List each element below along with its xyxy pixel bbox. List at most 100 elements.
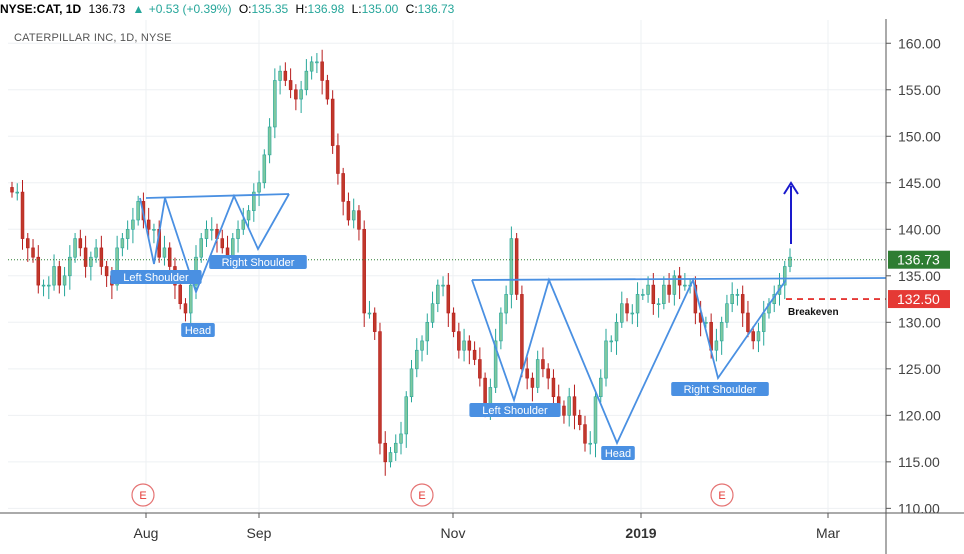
candle-body [131, 219, 135, 230]
candle-body [336, 145, 340, 174]
target-arrow-head [783, 181, 799, 195]
candle-body [357, 210, 361, 230]
candle-body [635, 294, 640, 314]
candle-body [210, 228, 214, 231]
candle-body [341, 173, 345, 202]
candle-body [740, 294, 745, 314]
candle-body [125, 228, 130, 239]
candle-body [446, 284, 451, 314]
candle-body [188, 284, 193, 314]
candle-body [383, 442, 387, 463]
candle-body [735, 294, 740, 296]
candle-body [367, 312, 372, 315]
earnings-marker-label: E [718, 490, 725, 502]
x-tick-label: Mar [816, 525, 840, 541]
candle-body [725, 303, 729, 323]
candle-body [667, 284, 671, 295]
y-tick-label: 140.00 [898, 221, 941, 237]
candle-body [178, 284, 182, 305]
candle-body [36, 256, 41, 286]
earnings-marker-label: E [418, 490, 425, 502]
candle-body [625, 303, 629, 314]
candle-body [26, 238, 30, 249]
candle-body [577, 415, 582, 425]
y-tick-label: 145.00 [898, 175, 941, 191]
candle-body [562, 405, 566, 416]
candle-body [756, 331, 761, 342]
chart-header: NYSE:CAT, 1D 136.73 ▲ +0.53 (+0.39%) O:1… [0, 0, 964, 18]
pattern-line-right [471, 277, 787, 446]
candle-body [83, 247, 88, 267]
candle-body [420, 340, 424, 351]
candle-body [52, 266, 56, 286]
head-label-1-bg [181, 323, 215, 337]
candle-body [430, 303, 435, 323]
y-tick-label: 110.00 [898, 500, 940, 516]
candle-body [330, 98, 335, 146]
candle-body [604, 340, 608, 379]
y-tick-label: 115.00 [898, 454, 940, 470]
candle-body [746, 312, 750, 332]
candle-body [320, 61, 324, 81]
candle-body [467, 340, 472, 351]
candle-body [441, 284, 445, 287]
candle-body [683, 284, 687, 287]
candle-body [656, 303, 661, 306]
left-shoulder-label-1: Left Shoulder [123, 272, 189, 284]
candle-body [120, 238, 125, 249]
candle-body [372, 312, 377, 332]
candle-body [283, 70, 288, 81]
left-shoulder-label-2-bg [469, 403, 561, 417]
candle-body [630, 312, 635, 315]
candle-body [204, 228, 209, 239]
close-value: 136.73 [417, 2, 455, 16]
y-tick-label: 130.00 [898, 314, 941, 330]
right-shoulder-label-1: Right Shoulder [222, 257, 295, 269]
candle-body [493, 340, 498, 388]
candle-body [199, 238, 203, 258]
last-price-axis-label-bg [888, 250, 950, 269]
candle-body [220, 238, 225, 249]
candle-body [304, 70, 309, 91]
candle-body [593, 396, 598, 444]
candle-body [146, 219, 151, 230]
left-shoulder-label-2: Left Shoulder [482, 405, 548, 417]
neckline-left [145, 193, 290, 199]
candle-body [246, 210, 251, 221]
candle-body [530, 377, 535, 388]
last-price-axis-label: 136.73 [897, 252, 940, 268]
earnings-marker [410, 483, 434, 507]
candle-body [152, 228, 156, 231]
candle-body [393, 442, 398, 453]
x-tick-label: Aug [134, 525, 159, 541]
y-tick-label: 150.00 [898, 128, 941, 144]
candle-body [572, 396, 577, 416]
candle-body [41, 284, 46, 287]
candle-body [257, 182, 261, 193]
candle-body [78, 238, 83, 249]
candle-body [115, 247, 119, 286]
candle-body [62, 275, 67, 286]
candle-body [462, 340, 466, 351]
candle-body [541, 359, 545, 370]
candle-body [89, 256, 93, 267]
change-value: +0.53 (+0.39%) [148, 2, 232, 16]
left-shoulder-label-1-bg [110, 270, 202, 284]
earnings-marker [131, 483, 155, 507]
low-value: 135.00 [361, 2, 399, 16]
candle-body [472, 349, 477, 360]
candle-body [162, 247, 167, 258]
high-label: H: [295, 2, 308, 16]
candle-body [451, 312, 456, 332]
candle-body [651, 284, 656, 305]
candle-body [782, 266, 787, 286]
candle-body [641, 294, 645, 296]
neckline-right [471, 277, 887, 281]
y-tick-label: 160.00 [898, 35, 941, 51]
candle-body [457, 331, 461, 351]
candle-body [299, 89, 303, 100]
candle-body [346, 201, 351, 221]
candle-body [104, 266, 109, 277]
candle-body [73, 238, 77, 258]
